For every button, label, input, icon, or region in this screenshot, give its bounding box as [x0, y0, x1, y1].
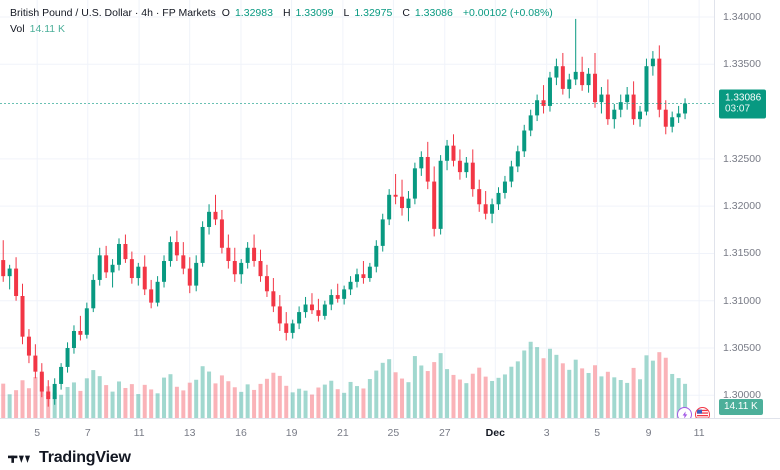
- volume-label[interactable]: Vol: [10, 23, 25, 35]
- price-axis[interactable]: 1.34000 1.33500 1.32500 1.32000 1.31500 1.310…: [714, 0, 780, 418]
- ohlc-values: O 1.32983 H 1.33099 L 1.32975 C 1.33086 +0.0…: [222, 6, 558, 20]
- candlesticks: [1, 18, 688, 407]
- tradingview-wordmark: TradingView: [39, 449, 131, 466]
- volume-badge[interactable]: 14.11 K: [719, 399, 763, 415]
- time-tick-label: 9: [645, 427, 652, 439]
- time-tick-label: 21: [337, 427, 349, 439]
- current-price-value: 1.33086: [725, 92, 762, 103]
- chart-plot-area[interactable]: [0, 0, 714, 418]
- tradingview-logo[interactable]: TradingView: [8, 449, 131, 467]
- current-price-time: 03:07: [725, 103, 751, 115]
- close-value: 1.33086: [414, 7, 453, 19]
- high-value: 1.33099: [295, 7, 334, 19]
- chart-footer: TradingView: [0, 446, 780, 470]
- price-tick-label: 1.30500: [723, 342, 761, 354]
- time-axis[interactable]: 5 7 11 13 16 19 21 25 27 Dec 3 5 9 11: [0, 418, 780, 446]
- time-tick-label: 11: [133, 427, 145, 439]
- low-value: 1.32975: [354, 7, 393, 19]
- lightning-bolt-icon: [682, 410, 687, 419]
- time-tick-label: 3: [543, 427, 550, 439]
- price-tick-label: 1.32000: [723, 200, 761, 213]
- time-tick-label: Dec: [485, 427, 505, 439]
- price-tick-label: 1.31000: [723, 294, 761, 307]
- price-tick-label: 1.30000: [723, 389, 761, 402]
- gridlines: [0, 0, 714, 418]
- open-value: 1.32983: [234, 7, 273, 19]
- open-label: O: [221, 7, 230, 19]
- price-tick-label: 1.31500: [723, 247, 761, 260]
- legend-symbol-row: British Pound / U.S. Dollar · 4h · FP Ma…: [10, 6, 558, 20]
- high-label: H: [282, 7, 291, 19]
- close-label: C: [402, 7, 410, 19]
- time-tick-label: 25: [387, 427, 400, 439]
- time-tick-label: 11: [693, 427, 705, 439]
- price-tick-label: 1.33500: [723, 58, 761, 71]
- current-price-badge[interactable]: 1.33086 03:07: [719, 89, 767, 118]
- candlestick-svg: [0, 0, 714, 418]
- tradingview-mark-icon: [8, 455, 31, 463]
- time-tick-label: 13: [183, 427, 196, 439]
- time-tick-label: 7: [84, 427, 91, 439]
- volume-bars: [1, 341, 688, 418]
- time-tick-label: 16: [235, 427, 247, 439]
- legend-volume-row: Vol 14.11 K: [10, 22, 558, 36]
- time-tick-label: 5: [594, 427, 601, 439]
- volume-value: 14.11 K: [29, 23, 66, 35]
- time-tick-label: 19: [285, 427, 298, 439]
- symbol-title[interactable]: British Pound / U.S. Dollar · 4h · FP Ma…: [10, 7, 216, 19]
- low-label: L: [343, 7, 350, 19]
- price-tick-label: 1.32500: [723, 152, 761, 165]
- price-tick-label: 1.34000: [723, 11, 761, 23]
- time-tick-label: 27: [438, 427, 451, 439]
- change-value: +0.00102 (+0.08%): [462, 7, 553, 19]
- chart-legend: British Pound / U.S. Dollar · 4h · FP Ma…: [10, 6, 558, 36]
- time-tick-label: 5: [34, 427, 41, 439]
